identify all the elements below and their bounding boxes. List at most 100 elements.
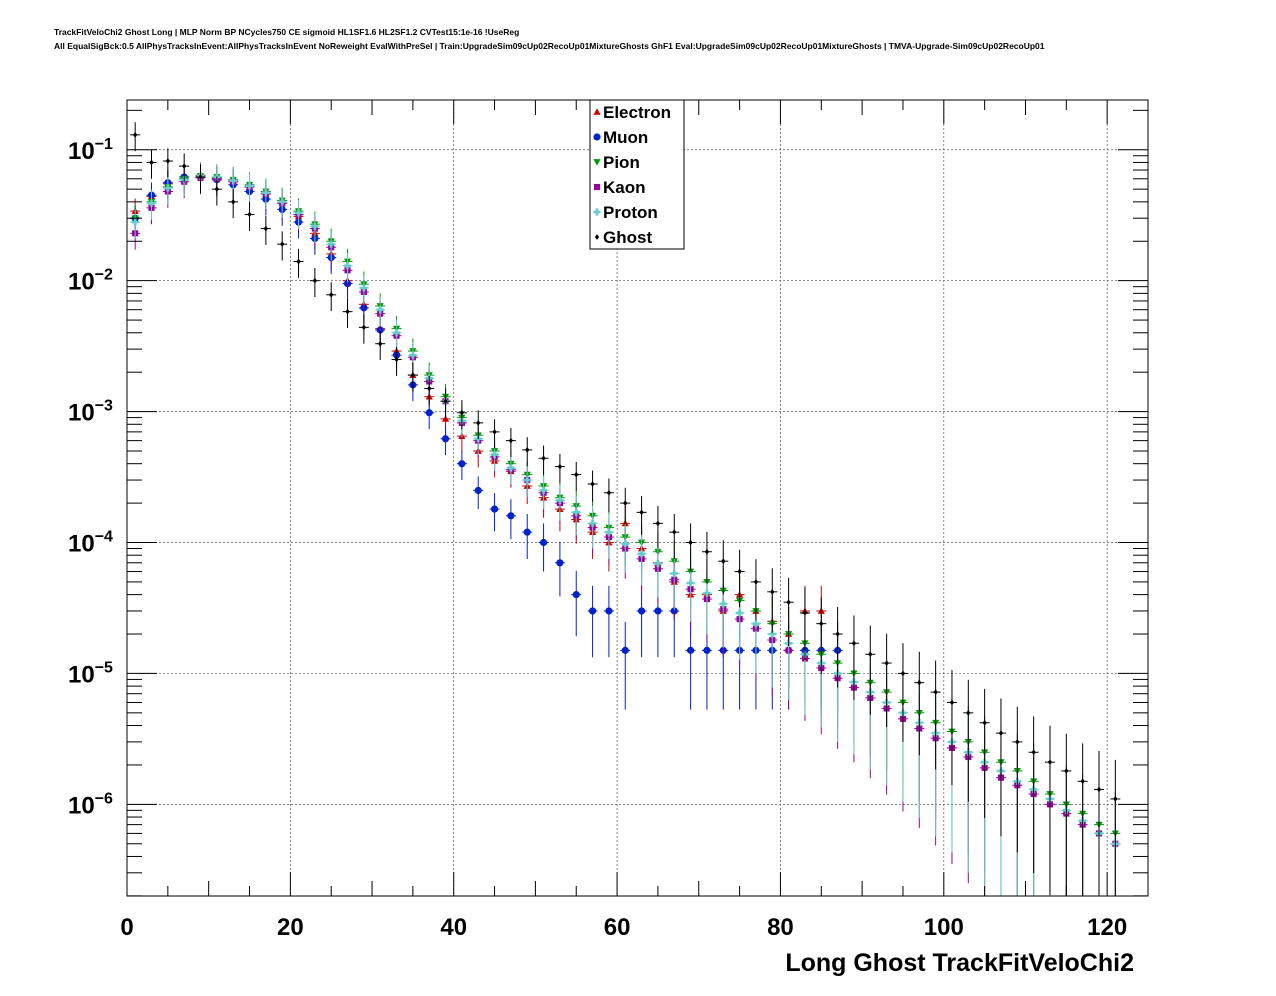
data-point — [704, 548, 710, 555]
data-point — [476, 419, 481, 426]
data-point — [998, 730, 1004, 737]
data-point — [982, 719, 987, 726]
data-point — [164, 184, 172, 192]
data-point — [572, 591, 580, 599]
x-tick-label: 100 — [924, 914, 964, 941]
data-point — [278, 198, 286, 206]
data-point — [574, 471, 579, 478]
legend-label-pion: Pion — [603, 153, 640, 172]
y-tick-label: 10−1 — [68, 136, 113, 165]
data-point — [605, 528, 613, 536]
legend-label-proton: Proton — [603, 203, 658, 222]
data-point — [262, 189, 270, 197]
series-proton — [130, 163, 1121, 896]
data-point — [654, 607, 662, 615]
data-point — [736, 609, 744, 617]
legend-label-kaon: Kaon — [603, 178, 646, 197]
data-point — [165, 158, 170, 164]
data-point — [1096, 786, 1102, 793]
data-point — [621, 646, 629, 654]
data-point — [345, 308, 350, 315]
data-point — [556, 496, 564, 504]
data-point — [427, 385, 432, 392]
data-point — [949, 699, 955, 706]
data-point — [458, 460, 466, 468]
data-point — [672, 529, 677, 536]
data-point — [343, 262, 352, 270]
data-point — [490, 505, 499, 513]
y-tick-label: 10−6 — [68, 790, 113, 819]
data-point — [572, 508, 580, 516]
legend-marker-pion — [593, 159, 601, 166]
data-point — [1080, 778, 1085, 785]
data-point — [802, 610, 808, 616]
data-point — [245, 182, 254, 190]
legend: Electron Muon Pion Kaon Proton Ghost — [589, 99, 685, 250]
data-point — [410, 372, 416, 378]
data-point — [263, 225, 269, 232]
data-point — [294, 209, 303, 217]
series-ghost — [130, 122, 1121, 896]
x-tick-label: 40 — [440, 914, 467, 941]
data-point — [441, 415, 450, 422]
data-point — [835, 631, 840, 637]
data-point — [588, 519, 597, 527]
legend-label-muon: Muon — [603, 128, 648, 147]
data-point — [539, 538, 548, 547]
data-point — [1113, 796, 1118, 802]
data-point — [655, 520, 661, 527]
data-point — [247, 211, 252, 218]
data-point — [884, 660, 889, 666]
data-point — [770, 588, 775, 595]
data-point — [361, 324, 367, 331]
data-point — [523, 528, 531, 536]
legend-marker-proton — [593, 208, 601, 216]
data-point — [147, 199, 156, 207]
plot-title-line-1: TrackFitVeloChi2 Ghost Long | MLP Norm B… — [54, 27, 520, 37]
data-point — [149, 159, 154, 166]
data-point — [1031, 749, 1036, 756]
data-point — [819, 620, 824, 627]
data-point — [280, 241, 285, 248]
data-point — [1064, 768, 1069, 774]
data-point — [721, 558, 726, 565]
data-point — [376, 306, 384, 314]
data-point — [637, 550, 646, 558]
data-point — [214, 186, 220, 193]
data-point — [198, 174, 203, 180]
series-muon — [130, 164, 843, 710]
legend-box — [589, 99, 685, 250]
data-point — [752, 620, 760, 628]
legend-marker-ghost — [594, 234, 600, 240]
data-point — [966, 709, 971, 716]
legend-marker-kaon — [593, 183, 601, 191]
data-point — [459, 409, 465, 416]
y-tick-label: 10−5 — [68, 659, 113, 688]
data-points — [130, 122, 1121, 896]
data-point — [686, 579, 695, 587]
data-point — [621, 540, 629, 548]
data-point — [312, 277, 318, 284]
data-point — [296, 258, 301, 265]
data-point — [327, 240, 335, 248]
legend-marker-electron — [593, 108, 601, 115]
data-point — [394, 356, 399, 363]
data-point — [557, 463, 563, 470]
data-point — [443, 398, 448, 405]
data-point — [492, 428, 497, 435]
data-point — [688, 539, 693, 546]
data-point — [229, 177, 237, 185]
data-point — [868, 651, 873, 658]
data-point — [851, 640, 857, 647]
data-point — [590, 481, 595, 487]
data-point — [1047, 759, 1053, 766]
data-point — [231, 198, 236, 205]
data-point — [378, 340, 383, 347]
data-point — [753, 579, 759, 585]
data-point — [703, 646, 711, 654]
x-tick-label: 120 — [1087, 914, 1127, 941]
data-point — [605, 607, 613, 615]
data-point — [131, 218, 139, 226]
data-point — [686, 646, 695, 654]
